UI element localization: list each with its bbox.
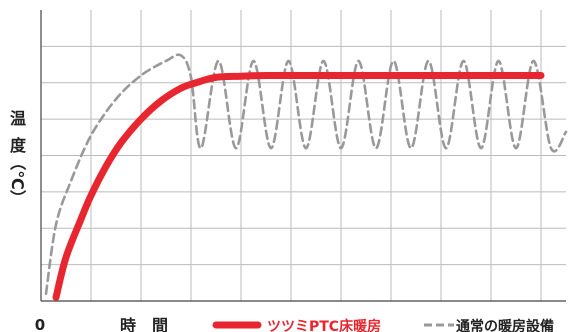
axes xyxy=(40,10,566,302)
series-line-ptc xyxy=(52,71,545,301)
legend-label-conventional: 通常の暖房設備 xyxy=(456,318,554,332)
y-axis-label: 温 度 （℃） xyxy=(8,109,27,206)
x-origin-label: 0 xyxy=(35,316,45,332)
y-axis-label-char-3: （℃） xyxy=(8,154,27,205)
x-axis-label: 時 間 xyxy=(120,316,168,332)
grid xyxy=(41,10,566,301)
legend: ツツミPTC床暖房 通常の暖房設備 xyxy=(212,318,554,332)
y-axis-label-char-2: 度 xyxy=(10,136,27,155)
legend-label-ptc: ツツミPTC床暖房 xyxy=(267,318,381,332)
y-axis-label-char-1: 温 xyxy=(9,109,26,128)
series-line-conventional xyxy=(44,53,568,296)
series-layer xyxy=(44,53,568,301)
